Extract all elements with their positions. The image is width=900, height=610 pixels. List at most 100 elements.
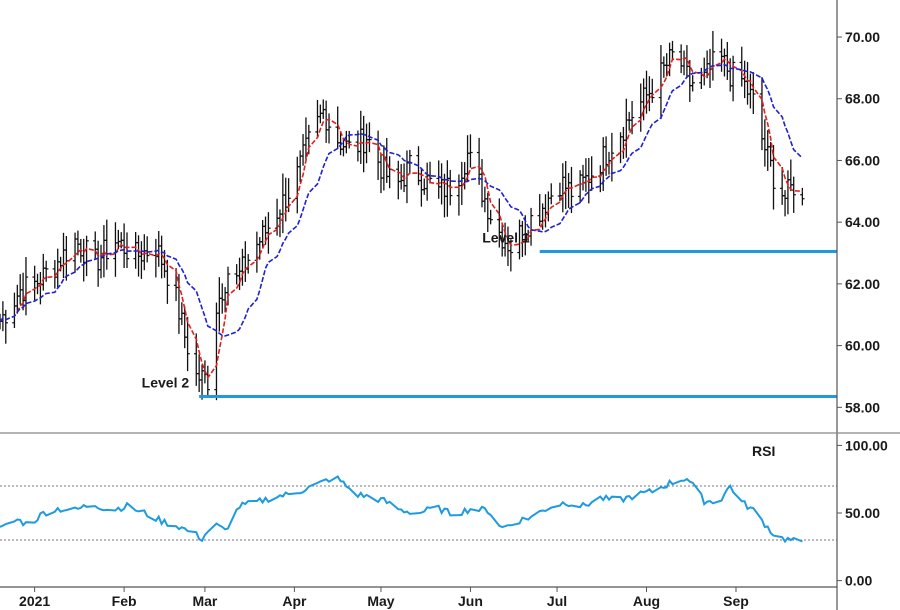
rsi-line <box>0 475 803 544</box>
support-level-label: Level 1 <box>482 229 530 245</box>
ohlc-bar <box>788 159 794 192</box>
ohlc-bar <box>424 162 430 201</box>
x-tick-label: Jun <box>458 593 483 609</box>
ohlc-bar <box>254 231 260 273</box>
ohlc-bar <box>300 134 306 166</box>
ohlc-bar <box>546 191 551 222</box>
ohlc-bar <box>347 130 352 149</box>
ohlc-bar <box>104 219 109 270</box>
ohlc-bar <box>185 316 190 372</box>
ohlc-bar <box>98 244 104 279</box>
ohlc-bar <box>246 254 251 274</box>
ohlc-bar <box>3 309 8 344</box>
ohlc-bar <box>771 145 776 210</box>
ohlc-bar <box>670 40 675 61</box>
rsi-panel: RSI <box>0 443 837 544</box>
ohlc-bar <box>589 156 594 191</box>
ohlc-bar <box>381 145 387 191</box>
ohlc-bar <box>43 260 49 282</box>
ohlc-bar <box>791 176 796 213</box>
ohlc-bar <box>488 209 493 225</box>
ohlc-bar <box>785 170 791 215</box>
ohlc-bar <box>266 212 271 254</box>
ohlc-bar <box>55 248 60 288</box>
x-tick-label: Feb <box>112 593 137 609</box>
ohlc-bar <box>598 165 603 193</box>
x-tick-label: 2021 <box>19 593 50 609</box>
rsi-y-tick-label: 100.00 <box>845 437 888 453</box>
ohlc-bar <box>479 159 485 208</box>
rsi-title: RSI <box>752 443 775 459</box>
ohlc-bar <box>283 177 288 222</box>
ohlc-bar <box>439 163 444 205</box>
ohlc-bar <box>361 115 366 173</box>
ohlc-bar <box>378 153 384 194</box>
rsi-y-tick-label: 50.00 <box>845 505 880 521</box>
x-tick-label: Sep <box>723 593 749 609</box>
ohlc-bar <box>563 161 568 210</box>
ohlc-bar <box>61 232 66 279</box>
y-tick-label: 62.00 <box>845 276 880 292</box>
ohlc-bar <box>257 237 262 260</box>
ohlc-bar <box>341 139 346 157</box>
ohlc-bar <box>326 113 332 144</box>
ohlc-bar <box>436 160 441 199</box>
ohlc-bar <box>217 277 222 332</box>
price-panel: Level 1 Level 2 <box>0 30 837 401</box>
ohlc-bar <box>153 238 159 278</box>
ohlc-bar <box>124 232 130 268</box>
ohlc-bar <box>543 194 548 228</box>
ohlc-bar <box>0 301 6 332</box>
x-tick-label: Mar <box>192 593 217 609</box>
ohlc-bar <box>64 235 69 281</box>
ohlc-bar <box>234 264 239 285</box>
ohlc-bar <box>32 265 37 301</box>
y-tick-label: 66.00 <box>845 152 880 168</box>
ohlc-bar <box>404 150 410 204</box>
ohlc-bar <box>621 126 626 159</box>
ohlc-bar <box>220 283 225 314</box>
ohlc-bar <box>243 241 248 282</box>
x-tick-label: May <box>367 593 394 609</box>
ohlc-bar <box>81 238 86 282</box>
y-tick-label: 64.00 <box>845 214 880 230</box>
ohlc-bar <box>156 230 161 267</box>
ohlc-bar <box>661 56 667 78</box>
ohlc-bar <box>214 302 219 401</box>
x-tick-label: Jul <box>547 593 567 609</box>
ohlc-bar <box>583 158 589 192</box>
ohlc-bar <box>176 273 182 334</box>
ohlc-bar <box>739 46 744 87</box>
ohlc-bar <box>710 30 716 81</box>
ohlc-bar <box>165 259 170 304</box>
ohlc-bar <box>93 231 98 260</box>
ohlc-bar <box>205 365 211 396</box>
ohlc-bar <box>139 241 144 279</box>
ohlc-bar <box>748 73 753 109</box>
ohlc-bar <box>800 187 805 206</box>
y-tick-label: 60.00 <box>845 338 880 354</box>
ohlc-bar <box>260 220 265 248</box>
ohlc-bar <box>41 253 46 291</box>
ohlc-bar <box>745 61 750 105</box>
ohlc-bar <box>101 225 107 278</box>
ohlc-bar <box>762 119 768 167</box>
ohlc-bar <box>344 130 349 154</box>
x-tick-label: Aug <box>633 593 660 609</box>
ohlc-bar <box>779 167 785 205</box>
ohlc-bar <box>387 156 392 189</box>
ohlc-bar <box>690 75 695 92</box>
ohlc-bar <box>445 160 450 217</box>
ohlc-bar <box>199 364 205 400</box>
ohlc-bar <box>225 266 231 306</box>
ohlc-bar <box>782 190 788 217</box>
ohlc-bar <box>297 150 303 182</box>
ohlc-bar <box>468 134 473 168</box>
moving-average-line-2 <box>0 63 803 337</box>
support-level-label: Level 2 <box>142 375 190 391</box>
ohlc-bar <box>144 236 150 263</box>
ohlc-bar <box>560 163 566 213</box>
ohlc-bar <box>396 160 401 200</box>
